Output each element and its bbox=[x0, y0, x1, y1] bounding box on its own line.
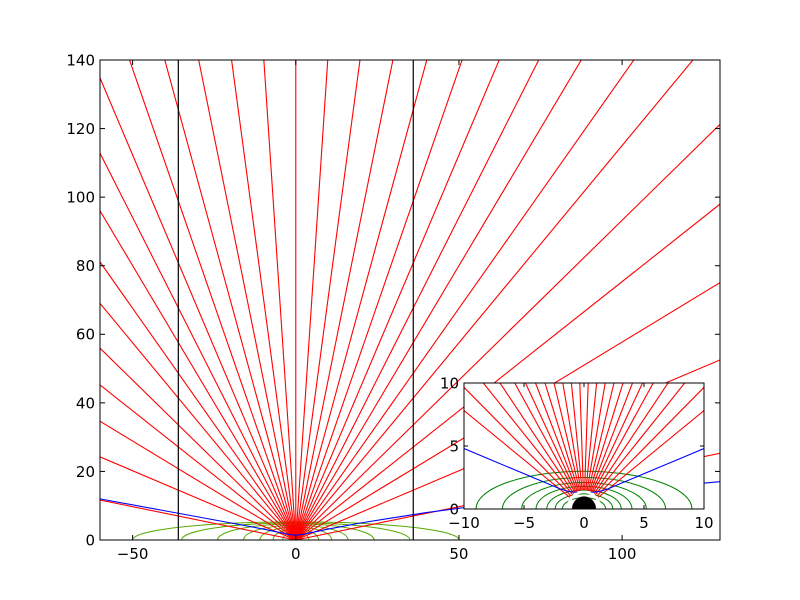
inset-x-tick-label-0: −10 bbox=[448, 514, 480, 532]
main-field-line-5 bbox=[295, 60, 694, 540]
inset-y-tick-label-1: 5 bbox=[449, 437, 459, 455]
main-plot-frame bbox=[99, 59, 721, 541]
main-field-line-11 bbox=[295, 60, 428, 540]
main-field-line-23 bbox=[100, 209, 297, 540]
inset-equipotential-5 bbox=[501, 477, 667, 509]
inset-x-tick-label-1: −5 bbox=[513, 514, 535, 532]
main-field-line-24 bbox=[100, 261, 297, 540]
main-y-tick-label-0: 0 bbox=[85, 531, 95, 549]
main-field-line-8 bbox=[295, 60, 540, 540]
main-field-line-16 bbox=[263, 60, 297, 540]
main-x-tick-label-0: −50 bbox=[117, 545, 149, 563]
inset-plot-ticks: −10 −5 0 5 10 0 5 10 bbox=[440, 374, 714, 532]
inset-disk bbox=[572, 496, 596, 509]
main-field-line-21 bbox=[100, 76, 297, 540]
main-x-tick-label-3: 100 bbox=[608, 545, 637, 563]
inset-equipotential-4 bbox=[521, 482, 647, 509]
main-field-line-20 bbox=[128, 60, 297, 540]
main-y-tick-label-2: 40 bbox=[76, 394, 95, 412]
main-y-tick-label-7: 140 bbox=[66, 51, 95, 69]
inset-x-tick-label-2: 0 bbox=[579, 514, 589, 532]
main-y-tick-label-4: 80 bbox=[76, 257, 95, 275]
main-field-line-13 bbox=[295, 60, 361, 540]
main-field-line-2 bbox=[295, 282, 720, 540]
inset-equipotential-2 bbox=[546, 489, 622, 509]
main-field-line-18 bbox=[198, 60, 297, 540]
main-x-tick-label-1: 0 bbox=[291, 545, 301, 563]
inset-x-tick-label-3: 5 bbox=[639, 514, 649, 532]
inset-equipotential-6 bbox=[475, 470, 693, 509]
inset-equipotential-1 bbox=[554, 493, 614, 509]
inset-plot: −10 −5 0 5 10 0 5 10 bbox=[440, 374, 714, 532]
main-field-line-22 bbox=[100, 151, 297, 540]
inset-y-tick-label-0: 0 bbox=[449, 500, 459, 518]
main-y-tick-label-3: 60 bbox=[76, 326, 95, 344]
main-y-tick-label-6: 120 bbox=[66, 120, 95, 138]
inset-plot-area bbox=[464, 383, 704, 509]
main-field-line-9 bbox=[295, 60, 500, 540]
inset-equipotential-3 bbox=[535, 485, 633, 509]
main-field-line-10 bbox=[295, 60, 463, 540]
main-field-line-19 bbox=[164, 60, 297, 540]
main-field-line-12 bbox=[295, 60, 394, 540]
main-plot-lines bbox=[100, 60, 720, 540]
main-x-tick-label-2: 50 bbox=[449, 545, 468, 563]
main-y-tick-label-5: 100 bbox=[66, 189, 95, 207]
inset-x-tick-label-4: 10 bbox=[694, 514, 713, 532]
inset-y-tick-label-2: 10 bbox=[440, 374, 459, 392]
main-y-tick-label-1: 20 bbox=[76, 463, 95, 481]
main-field-line-6 bbox=[295, 60, 635, 540]
main-field-line-4 bbox=[295, 123, 720, 540]
main-field-line-3 bbox=[295, 203, 720, 540]
main-field-line-14 bbox=[295, 60, 329, 540]
main-field-line-17 bbox=[231, 60, 297, 540]
main-field-line-7 bbox=[295, 60, 582, 540]
